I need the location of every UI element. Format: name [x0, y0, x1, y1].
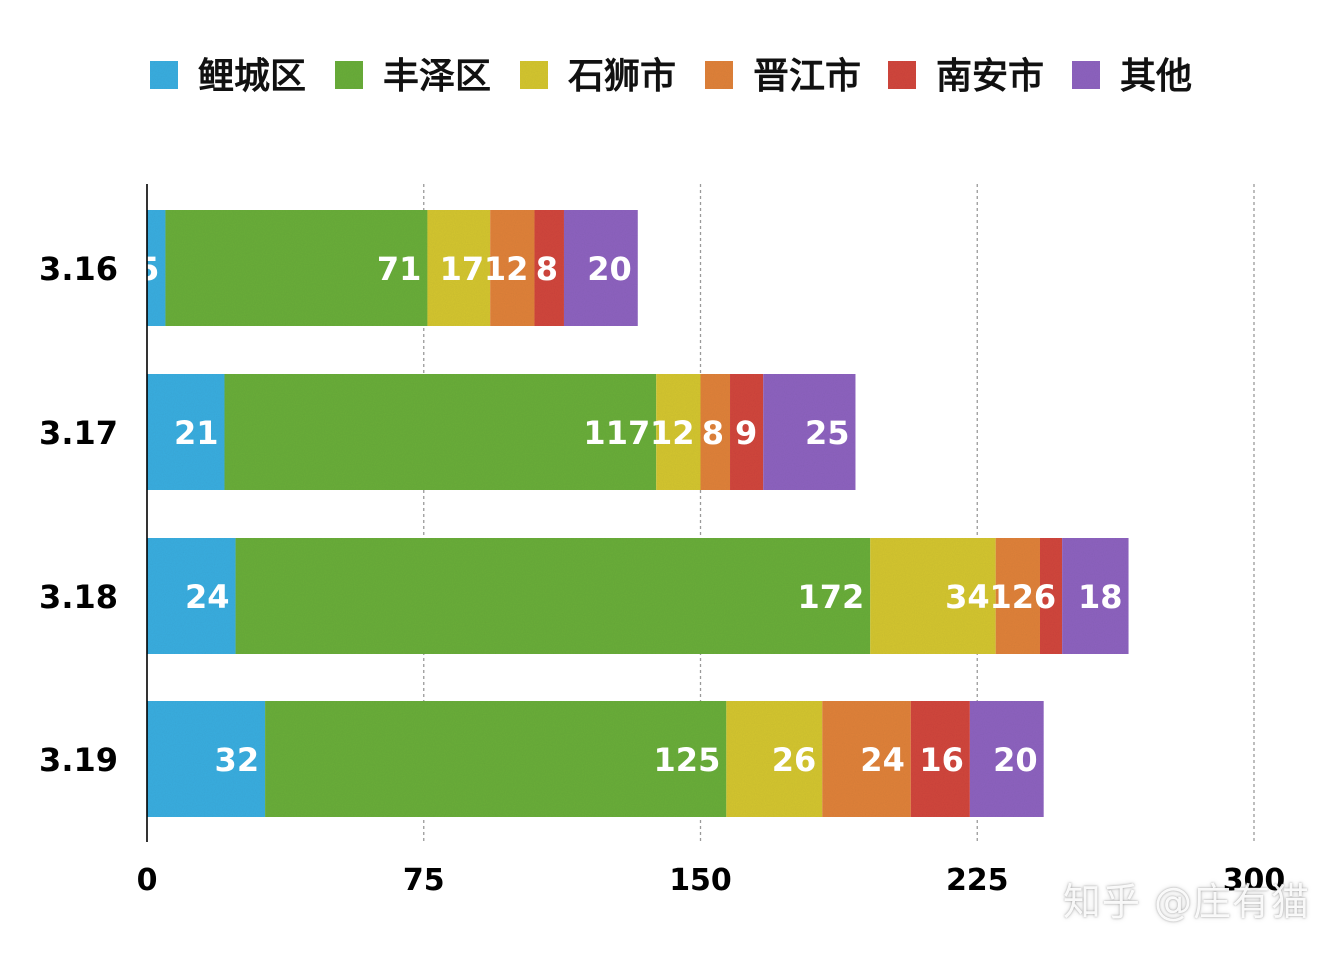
data-label-3-16-鲤城区: 5: [137, 250, 159, 288]
bar-3-18-鲤城区: [147, 538, 236, 654]
legend-label-晋江市: 晋江市: [753, 56, 861, 97]
data-label-3-18-其他: 18: [1078, 578, 1123, 616]
data-label-3-17-鲤城区: 21: [174, 414, 219, 452]
bar-3-16-南安市: [534, 210, 564, 326]
legend-label-石狮市: 石狮市: [568, 56, 676, 97]
data-label-3-18-丰泽区: 172: [797, 578, 864, 616]
data-label-3-18-鲤城区: 24: [185, 578, 230, 616]
legend-swatch-南安市: [888, 61, 916, 89]
category-label-3-18: 3.18: [39, 578, 118, 616]
data-label-3-16-南安市: 8: [536, 250, 558, 288]
bar-3-17-晋江市: [700, 374, 731, 490]
data-label-3-19-丰泽区: 125: [654, 741, 721, 779]
x-tick-label-75: 75: [403, 863, 445, 898]
data-label-3-18-南安市: 6: [1034, 578, 1056, 616]
bar-3-19-其他: [969, 701, 1044, 817]
data-label-3-19-其他: 20: [993, 741, 1038, 779]
legend-label-其他: 其他: [1120, 56, 1192, 97]
data-label-3-17-石狮市: 12: [650, 414, 695, 452]
bar-3-19-石狮市: [726, 701, 823, 817]
bar-3-18-晋江市: [995, 538, 1040, 654]
bar-3-17-南安市: [730, 374, 764, 490]
bar-row-3-16: [147, 210, 638, 326]
legend-label-鲤城区: 鲤城区: [198, 56, 306, 97]
bar-3-19-鲤城区: [147, 701, 266, 817]
legend-label-丰泽区: 丰泽区: [383, 56, 491, 97]
bar-3-19-晋江市: [822, 701, 911, 817]
data-label-3-16-其他: 20: [587, 250, 632, 288]
x-tick-label-300: 300: [1223, 863, 1286, 898]
legend-swatch-晋江市: [705, 61, 733, 89]
data-label-3-17-其他: 25: [805, 414, 850, 452]
bar-3-19-南安市: [910, 701, 970, 817]
legend-swatch-石狮市: [520, 61, 548, 89]
data-label-3-19-晋江市: 24: [860, 741, 905, 779]
category-label-3-16: 3.16: [39, 250, 118, 288]
x-tick-labels: 0 75 150 225 300: [137, 863, 1286, 898]
data-label-3-16-石狮市: 17: [440, 250, 485, 288]
watermark: 知乎 @庄有猫: [1062, 880, 1310, 924]
category-label-3-19: 3.19: [39, 741, 118, 779]
bar-3-16-丰泽区: [165, 210, 428, 326]
bar-3-16-其他: [563, 210, 638, 326]
bar-3-18-丰泽区: [235, 538, 871, 654]
legend-item-晋江市: 晋江市: [705, 56, 861, 97]
bar-3-16-鲤城区: [147, 210, 166, 326]
data-label-3-17-南安市: 9: [735, 414, 757, 452]
legend-swatch-丰泽区: [335, 61, 363, 89]
data-label-3-17-丰泽区: 117: [583, 414, 650, 452]
x-tick-label-150: 150: [669, 863, 732, 898]
data-label-3-19-石狮市: 26: [772, 741, 817, 779]
legend-label-南安市: 南安市: [936, 56, 1044, 97]
bar-3-17-丰泽区: [224, 374, 657, 490]
bar-3-16-晋江市: [490, 210, 535, 326]
bar-row-3-19: [147, 701, 1044, 817]
data-label-3-18-晋江市: 12: [989, 578, 1034, 616]
bar-row-3-17: [147, 374, 856, 490]
legend-item-南安市: 南安市: [888, 56, 1044, 97]
x-tick-label-225: 225: [946, 863, 1009, 898]
legend-item-鲤城区: 鲤城区: [150, 56, 306, 97]
category-labels: 3.16 3.17 3.18 3.19: [39, 250, 118, 779]
data-label-3-17-晋江市: 8: [702, 414, 724, 452]
bar-3-17-其他: [763, 374, 856, 490]
bar-3-19-丰泽区: [265, 701, 727, 817]
data-label-3-18-石狮市: 34: [945, 578, 990, 616]
data-label-3-19-南安市: 16: [919, 741, 964, 779]
category-label-3-17: 3.17: [39, 414, 118, 452]
data-label-3-19-鲤城区: 32: [215, 741, 260, 779]
legend-item-丰泽区: 丰泽区: [335, 56, 491, 97]
data-label-3-16-晋江市: 12: [484, 250, 529, 288]
bar-3-16-石狮市: [427, 210, 491, 326]
bar-row-3-18: [147, 538, 1129, 654]
legend-item-石狮市: 石狮市: [520, 56, 676, 97]
bar-3-18-石狮市: [870, 538, 996, 654]
legend-swatch-其他: [1072, 61, 1100, 89]
x-tick-label-0: 0: [137, 863, 158, 898]
legend-swatch-鲤城区: [150, 61, 178, 89]
legend-item-其他: 其他: [1072, 56, 1192, 97]
bars: [147, 210, 1129, 817]
bar-3-17-鲤城区: [147, 374, 225, 490]
data-label-3-16-丰泽区: 71: [377, 250, 422, 288]
legend: 鲤城区 丰泽区 石狮市 晋江市 南安市 其他: [150, 56, 1192, 97]
bar-3-18-其他: [1062, 538, 1129, 654]
bar-3-17-石狮市: [656, 374, 701, 490]
bar-3-18-南安市: [1039, 538, 1063, 654]
